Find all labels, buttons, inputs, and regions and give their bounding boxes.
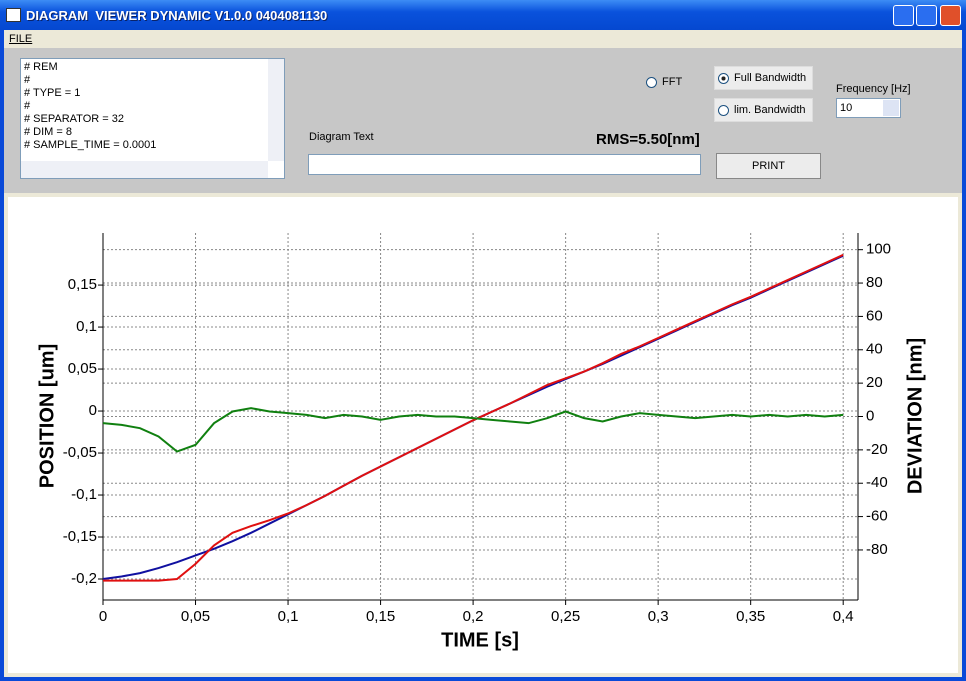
y-tick-label: 0,1 bbox=[76, 318, 97, 335]
y2-tick-label: 60 bbox=[866, 307, 883, 324]
option-box: Full Bandwidth bbox=[714, 66, 813, 90]
x-tick-label: 0,4 bbox=[833, 608, 854, 625]
header-line: # DIM = 8 bbox=[24, 126, 72, 138]
menu-bar: FILE bbox=[4, 30, 962, 48]
y-tick-label: -0,1 bbox=[71, 486, 97, 503]
close-button[interactable] bbox=[940, 5, 961, 26]
y2-tick-label: -20 bbox=[866, 441, 888, 458]
maximize-button[interactable] bbox=[916, 5, 937, 26]
x-tick-label: 0,3 bbox=[648, 608, 669, 625]
data-line bbox=[102, 407, 844, 453]
option-label: FFT bbox=[662, 76, 683, 88]
y2-tick-label: 40 bbox=[866, 341, 883, 358]
y-tick-label: -0,2 bbox=[71, 570, 97, 587]
diagram-text-input[interactable] bbox=[308, 154, 701, 175]
option-label: Full Bandwidth bbox=[734, 72, 807, 84]
y2-tick-label: 80 bbox=[866, 274, 883, 291]
header-line: # TYPE = 1 bbox=[24, 87, 81, 99]
x-tick-label: 0,25 bbox=[551, 608, 580, 625]
radio-button[interactable] bbox=[646, 77, 657, 88]
scrollbar[interactable] bbox=[268, 59, 284, 161]
header-line: # bbox=[24, 74, 31, 86]
x-tick-label: 0,15 bbox=[366, 608, 395, 625]
y2-tick-label: -60 bbox=[866, 508, 888, 525]
diagram-text-label: Diagram Text bbox=[309, 131, 374, 143]
frequency-label: Frequency [Hz] bbox=[836, 83, 911, 95]
y2-tick-label: -80 bbox=[866, 541, 888, 558]
y-tick-label: 0,05 bbox=[68, 360, 97, 377]
radio-button[interactable] bbox=[718, 105, 729, 116]
frequency-select[interactable]: 10 bbox=[836, 98, 901, 118]
header-line: # SAMPLE_TIME = 0.0001 bbox=[24, 139, 157, 151]
y-tick-label: -0,15 bbox=[63, 528, 97, 545]
option-label: lim. Bandwidth bbox=[734, 104, 806, 116]
x-tick-label: 0,35 bbox=[736, 608, 765, 625]
x-tick-label: 0,2 bbox=[463, 608, 484, 625]
x-axis-label: TIME [s] bbox=[441, 629, 519, 651]
app-icon bbox=[6, 8, 21, 22]
minimize-button[interactable] bbox=[893, 5, 914, 26]
y2-tick-label: 20 bbox=[866, 374, 883, 391]
y2-tick-label: -40 bbox=[866, 474, 888, 491]
header-line: # bbox=[24, 100, 31, 112]
menu-item[interactable]: FILE bbox=[9, 33, 33, 45]
header-text-box[interactable]: # REM # # TYPE = 1 # # SEPARATOR = 32 # DIM =… bbox=[20, 58, 285, 179]
x-tick-label: 0 bbox=[99, 608, 107, 625]
y-tick-label: -0,05 bbox=[63, 444, 97, 461]
radio-button[interactable] bbox=[718, 73, 729, 84]
header-line: # SEPARATOR = 32 bbox=[24, 113, 124, 125]
y2-tick-label: 100 bbox=[866, 241, 891, 258]
scrollbar[interactable] bbox=[21, 161, 268, 178]
option-box: lim. Bandwidth bbox=[714, 98, 813, 122]
dropdown-arrow[interactable] bbox=[883, 100, 899, 116]
x-tick-label: 0,05 bbox=[181, 608, 210, 625]
y-tick-label: 0,15 bbox=[68, 276, 97, 293]
y-axis-label: POSITION [um] bbox=[36, 344, 58, 488]
y2-axis-label: DEVIATION [nm] bbox=[904, 338, 926, 494]
frequency-value: 10 bbox=[840, 102, 853, 114]
window-title: DIAGRAM VIEWER DYNAMIC V1.0.0 0404081130 bbox=[26, 8, 328, 23]
rms-readout: RMS=5.50[nm] bbox=[596, 131, 700, 148]
data-line bbox=[103, 253, 844, 582]
title-bar: DIAGRAM VIEWER DYNAMIC V1.0.0 0404081130 bbox=[0, 0, 966, 30]
x-tick-label: 0,1 bbox=[278, 608, 299, 625]
y-tick-label: 0 bbox=[89, 402, 97, 419]
header-line: # REM bbox=[24, 61, 58, 73]
y2-tick-label: 0 bbox=[866, 407, 874, 424]
print-button[interactable]: PRINT bbox=[716, 153, 821, 179]
